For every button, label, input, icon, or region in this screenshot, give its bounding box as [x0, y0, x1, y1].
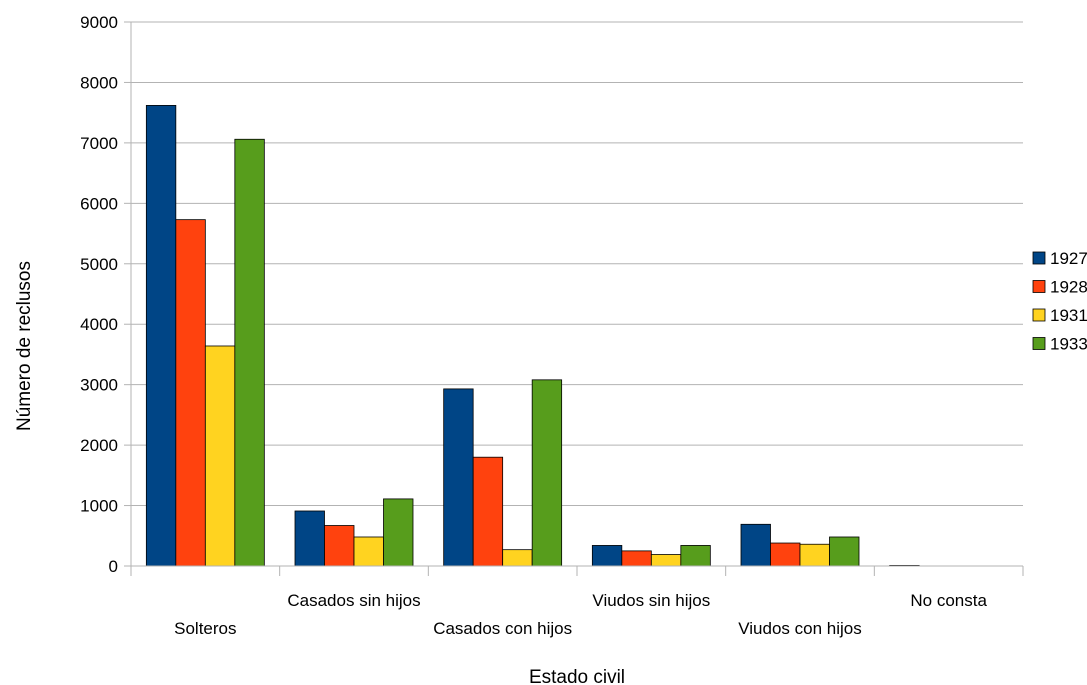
bar-1931-2: [502, 549, 533, 567]
bar-1927-1: [294, 510, 325, 567]
legend-swatch-1928: [1032, 280, 1046, 293]
y-tick-label: 6000: [80, 194, 118, 213]
bar-1931-1: [353, 536, 384, 567]
bar-1933-2: [531, 379, 563, 567]
y-tick-label: 1000: [80, 497, 118, 516]
y-tick-label: 4000: [80, 315, 118, 334]
legend-swatch-1927: [1032, 251, 1046, 265]
legend-label: 1927: [1050, 249, 1087, 268]
bar-1928-4: [770, 542, 801, 567]
bar-1928-0: [175, 219, 206, 567]
bar-1933-4: [829, 536, 860, 567]
bar-1927-3: [591, 545, 623, 567]
legend-label: 1933: [1050, 335, 1087, 354]
y-tick-label: 8000: [80, 73, 118, 92]
category-label: Viudos sin hijos: [592, 591, 710, 610]
gridlines: [131, 21, 1023, 507]
bar-1931-3: [650, 554, 682, 567]
legend-label: 1928: [1050, 278, 1087, 297]
bar-1927-4: [740, 523, 771, 567]
bar-1928-1: [324, 525, 355, 567]
bar-1933-1: [383, 498, 414, 567]
legend-swatch-1933: [1032, 337, 1046, 350]
x-axis-labels: Solteros Casados sin hijos Casados con hij…: [174, 591, 987, 638]
category-label: Casados sin hijos: [287, 591, 420, 610]
category-label: No consta: [910, 591, 987, 610]
bar-1928-3: [621, 550, 652, 567]
bar-1928-2: [472, 456, 504, 567]
y-tick-label: 9000: [80, 13, 118, 32]
y-tick-label: 5000: [80, 255, 118, 274]
category-label: Casados con hijos: [433, 619, 572, 638]
bar-1927-2: [443, 388, 474, 567]
x-axis-title: Estado civil: [529, 667, 625, 685]
bar-1933-0: [234, 138, 265, 567]
y-tick-label: 0: [109, 557, 118, 576]
legend: 1927 1928 1931 1933: [1032, 249, 1087, 354]
y-tick-label: 7000: [80, 134, 118, 153]
y-tick-label: 3000: [80, 376, 118, 395]
y-axis-title: Número de reclusos: [14, 261, 35, 431]
y-axis-ticks: 0 1000 2000 3000 4000 5000 6000 7000 8000 9000: [80, 13, 131, 576]
category-label: Viudos con hijos: [738, 619, 862, 638]
bar-1927-0: [145, 105, 177, 567]
bar-1931-0: [204, 345, 236, 567]
bar-1931-4: [799, 543, 830, 567]
y-tick-label: 2000: [80, 436, 118, 455]
axes: [130, 22, 1024, 576]
category-label: Solteros: [174, 619, 236, 638]
bars: [145, 105, 920, 567]
legend-label: 1931: [1050, 306, 1087, 325]
legend-swatch-1931: [1032, 308, 1046, 322]
bar-1933-3: [680, 545, 711, 567]
